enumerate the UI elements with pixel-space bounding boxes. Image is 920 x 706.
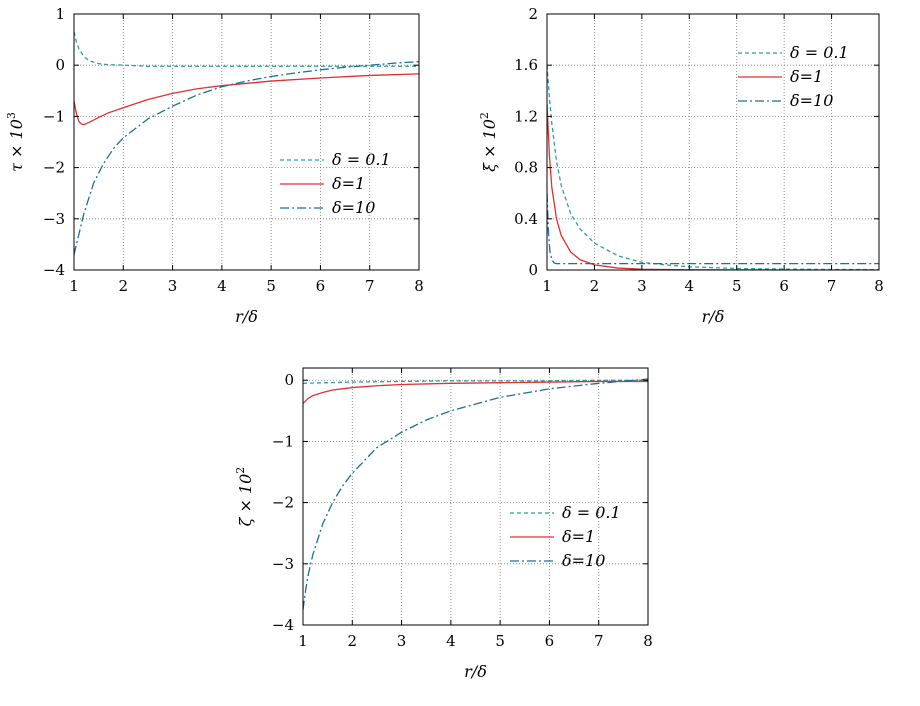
legend-label: δ=1: [790, 67, 823, 86]
legend-label: δ=10: [562, 551, 605, 570]
legend-label: δ=1: [562, 527, 595, 546]
y-tick-label: 0.8: [514, 159, 538, 177]
x-tick-label: 2: [348, 632, 358, 650]
y-tick-label: 1.2: [514, 107, 538, 125]
y-tick-label: 2: [528, 5, 538, 23]
y-tick-label: −2: [272, 494, 294, 512]
grid: [547, 14, 879, 270]
y-tick-label: −4: [43, 261, 65, 279]
legend-label: δ = 0.1: [790, 43, 849, 62]
x-tick-label: 6: [779, 277, 789, 295]
x-tick-label: 1: [298, 632, 308, 650]
chart-panel-1: 1 2 3 4 5 6 7 8 −4 −3 −2 −1 0 1 r/δ τ × 103 δ = 0.1 δ=1 δ=…: [5, 5, 424, 326]
legend: δ = 0.1 δ=1 δ=10: [510, 503, 621, 570]
x-tick-label: 5: [266, 277, 276, 295]
plot-frame: [546, 13, 880, 271]
legend-label: δ=1: [332, 174, 365, 193]
legend-label: δ=10: [790, 91, 833, 110]
series-line-3: [303, 378, 648, 610]
y-tick-label: 1: [55, 5, 65, 23]
x-tick-label: 3: [637, 277, 647, 295]
x-tick-label: 5: [732, 277, 742, 295]
series-line-3: [547, 193, 879, 265]
y-tick-label: 0: [528, 261, 538, 279]
y-axis-label-exponent: 3: [5, 112, 18, 119]
legend-label: δ = 0.1: [332, 150, 391, 169]
x-tick-label: 2: [590, 277, 600, 295]
legend-label: δ=10: [332, 198, 375, 217]
x-tick-label: 7: [594, 632, 604, 650]
y-tick-label: −3: [272, 555, 294, 573]
y-tick-label: −1: [272, 432, 294, 450]
series-line-2: [74, 73, 419, 126]
x-axis-label: r/δ: [702, 307, 725, 326]
x-tick-label: 3: [397, 632, 407, 650]
y-tick-label: −4: [272, 616, 294, 634]
series-line-1: [547, 65, 879, 270]
x-tick-label: 6: [545, 632, 555, 650]
plot-frame: [73, 13, 420, 271]
x-axis-label: r/δ: [235, 307, 258, 326]
x-tick-label: 6: [316, 277, 326, 295]
y-axis-label: ζ × 102: [234, 467, 255, 527]
legend: δ = 0.1 δ=1 δ=10: [738, 43, 849, 110]
series-line-3: [74, 60, 419, 255]
x-axis-label: r/δ: [464, 662, 487, 681]
x-tick-label: 2: [119, 277, 129, 295]
plot-frame: [302, 367, 649, 626]
series-line-2: [303, 380, 648, 404]
x-tick-label: 5: [495, 632, 505, 650]
y-tick-label: 0: [284, 371, 294, 389]
x-tick-label: 7: [365, 277, 375, 295]
grid: [74, 14, 419, 270]
y-axis-label-exponent: 2: [478, 112, 491, 119]
y-tick-label: −2: [43, 159, 65, 177]
x-tick-label: 1: [542, 277, 552, 295]
legend: δ = 0.1 δ=1 δ=10: [280, 150, 391, 217]
x-tick-label: 8: [874, 277, 884, 295]
x-tick-label: 7: [827, 277, 837, 295]
x-tick-label: 1: [69, 277, 79, 295]
x-tick-label: 3: [168, 277, 178, 295]
x-tick-label: 8: [643, 632, 653, 650]
y-tick-label: 0.4: [514, 210, 538, 228]
grid: [303, 368, 648, 625]
x-tick-label: 4: [446, 632, 456, 650]
y-axis-label-exponent: 2: [234, 467, 247, 474]
legend-label: δ = 0.1: [562, 503, 621, 522]
x-tick-label: 4: [685, 277, 695, 295]
series-line-1: [303, 379, 648, 384]
y-tick-label: 0: [55, 56, 65, 74]
y-axis-label: τ × 103: [5, 112, 26, 172]
series-line-1: [74, 31, 419, 67]
chart-panel-3: 1 2 3 4 5 6 7 8 −4 −3 −2 −1 0 r/δ ζ × 102 δ = 0.1 δ=1 δ=1…: [234, 367, 653, 681]
y-tick-label: −1: [43, 107, 65, 125]
x-tick-label: 4: [217, 277, 227, 295]
y-tick-label: 1.6: [514, 56, 538, 74]
y-tick-label: −3: [43, 210, 65, 228]
x-tick-label: 8: [414, 277, 424, 295]
y-axis-label: ξ × 102: [478, 112, 499, 172]
